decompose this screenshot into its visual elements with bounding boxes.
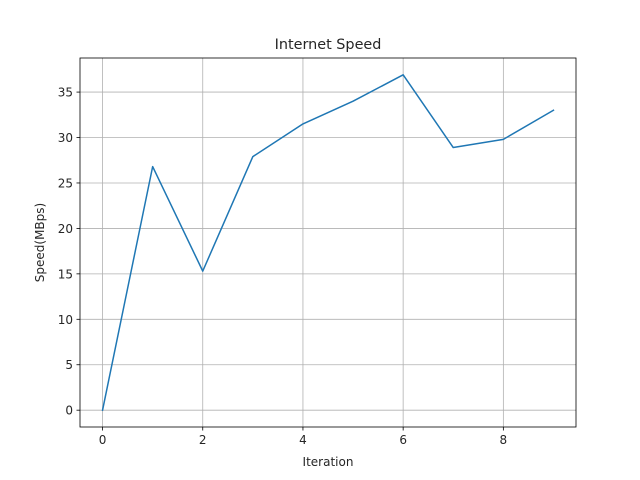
y-tick-label: 15 [58,267,73,281]
y-tick-label: 35 [58,86,73,100]
y-tick-label: 10 [58,313,73,327]
x-axis-label: Iteration [303,455,354,469]
x-tick-label: 8 [500,433,508,447]
y-tick-label: 30 [58,131,73,145]
y-tick-label: 0 [65,404,73,418]
x-tick-label: 6 [399,433,407,447]
ticks: 0 2 4 6 8 0 5 10 15 20 25 30 35 [58,86,507,447]
y-tick-label: 25 [58,176,73,190]
series-line [101,74,555,412]
y-tick-label: 20 [58,222,73,236]
axes-frame [79,57,577,428]
x-tick-label: 2 [199,433,207,447]
chart-title: Internet Speed [275,37,382,53]
grid [80,58,576,427]
y-tick-label: 5 [65,358,73,372]
x-tick-label: 0 [99,433,107,447]
x-tick-label: 4 [299,433,307,447]
y-axis-label: Speed(MBps) [33,203,47,282]
series-layer [101,74,555,412]
